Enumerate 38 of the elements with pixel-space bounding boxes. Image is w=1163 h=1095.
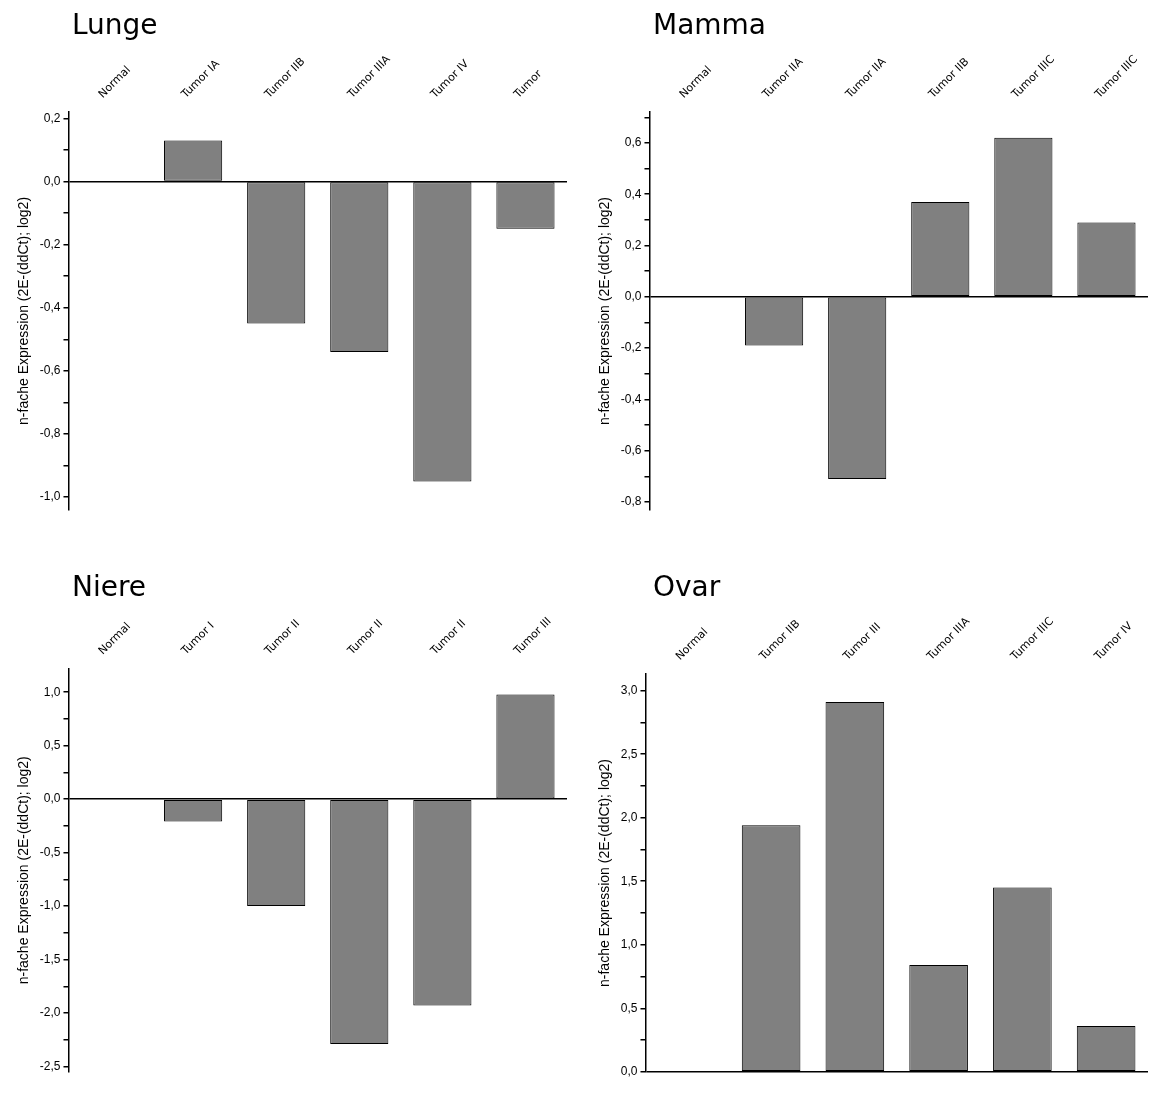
y-tick-label: -0,8 [620,494,642,509]
chart-title: Ovar [652,570,722,605]
y-tick-label: 0,2 [624,237,642,252]
y-tick-label: 0,5 [43,738,61,753]
y-axis-title: n-fache Expression (2E-(ddCt); log2) [15,756,32,985]
y-tick-label: -2,5 [39,1058,61,1073]
y-tick-label: -2,0 [39,1005,61,1020]
y-axis-title: n-fache Expression (2E-(ddCt); log2) [15,196,32,425]
y-axis-title: n-fache Expression (2E-(ddCt); log2) [596,196,613,425]
y-tick-label: 0,0 [620,1064,638,1079]
y-tick-label: -1,0 [39,898,61,913]
chart-title: Mamma [652,8,768,43]
y-tick-label: 3,0 [620,682,638,697]
y-tick-label: 0,5 [620,1000,638,1015]
chart-title: Niere [71,570,148,605]
y-tick-label: 0,0 [43,173,61,188]
chart-title: Lunge [71,8,159,43]
y-tick-label: 1,0 [620,937,638,952]
y-tick-label: -0,8 [39,426,61,441]
y-tick-label: -1,5 [39,951,61,966]
y-tick-label: -0,5 [39,844,61,859]
y-tick-label: 0,6 [624,135,642,150]
y-tick-label: 0,0 [43,791,61,806]
y-tick-label: -0,2 [39,236,61,251]
y-tick-label: -0,6 [620,443,642,458]
y-tick-label: -0,6 [39,363,61,378]
y-tick-label: 0,4 [624,186,642,201]
y-axis-title: n-fache Expression (2E-(ddCt); log2) [596,758,613,987]
y-tick-label: -0,4 [39,300,61,315]
y-tick-label: -0,4 [620,391,642,406]
y-tick-label: 1,5 [620,873,638,888]
y-tick-label: 0,2 [43,110,61,125]
y-tick-label: -1,0 [39,489,61,504]
y-tick-label: 0,0 [624,289,642,304]
y-tick-label: 2,0 [620,810,638,825]
y-tick-label: -0,2 [620,340,642,355]
y-tick-label: 1,0 [43,684,61,699]
y-tick-label: 2,5 [620,746,638,761]
